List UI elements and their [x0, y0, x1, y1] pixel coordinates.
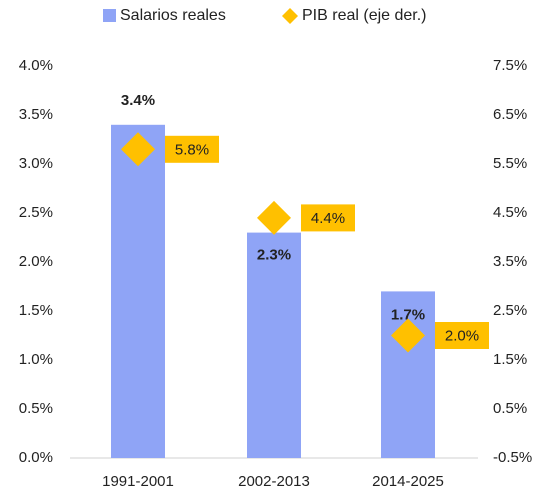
x-tick-label: 2014-2025 — [372, 473, 444, 490]
y-tick-label: 0.5% — [19, 400, 53, 417]
legend-label: Salarios reales — [120, 7, 226, 24]
y2-tick-label: 2.5% — [493, 302, 527, 319]
diamond-label-box — [301, 204, 355, 232]
y2-tick-label: 0.5% — [493, 400, 527, 417]
legend-swatch — [103, 9, 116, 22]
bar — [111, 124, 165, 459]
x-tick-label: 1991-2001 — [102, 473, 174, 490]
diamond-label-box — [165, 135, 219, 163]
bar-value-label: 1.7% — [391, 306, 425, 323]
diamond-label-box — [435, 322, 489, 349]
diamond-value-label: 5.8% — [175, 141, 209, 158]
bar — [247, 232, 301, 458]
bar-value-label: 3.4% — [121, 92, 155, 109]
y2-tick-label: 3.5% — [493, 253, 527, 270]
y-tick-label: 1.5% — [19, 302, 53, 319]
y-tick-label: 3.0% — [19, 155, 53, 172]
diamond-value-label: 2.0% — [445, 327, 479, 344]
diamond-marker — [257, 200, 291, 235]
y2-tick-label: 7.5% — [493, 57, 527, 74]
y-tick-label: 1.0% — [19, 351, 53, 368]
x-tick-label: 2002-2013 — [238, 473, 310, 490]
y-tick-label: 0.0% — [19, 449, 53, 466]
diamond-value-label: 4.4% — [311, 210, 345, 227]
y-tick-label: 2.5% — [19, 204, 53, 221]
legend-swatch — [282, 8, 298, 24]
y2-tick-label: 1.5% — [493, 351, 527, 368]
y2-tick-label: 5.5% — [493, 155, 527, 172]
y2-tick-label: -0.5% — [493, 449, 532, 466]
y-tick-label: 3.5% — [19, 106, 53, 123]
y-tick-label: 2.0% — [19, 253, 53, 270]
diamond-marker — [121, 132, 155, 167]
y2-tick-label: 6.5% — [493, 106, 527, 123]
y-tick-label: 4.0% — [19, 57, 53, 74]
bar-value-label: 2.3% — [257, 247, 291, 264]
y2-tick-label: 4.5% — [493, 204, 527, 221]
diamond-marker — [391, 318, 425, 353]
legend-label: PIB real (eje der.) — [302, 7, 427, 24]
